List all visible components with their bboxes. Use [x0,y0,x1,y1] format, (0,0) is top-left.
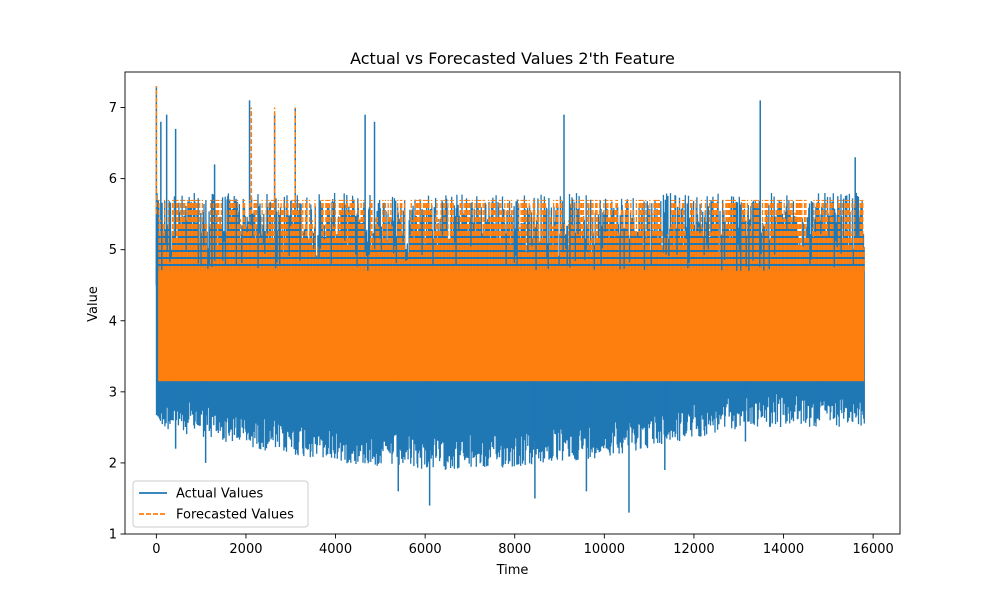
series-forecast-band [158,271,865,382]
x-tick-label-1: 2000 [229,542,262,557]
y-tick-label-2: 3 [109,385,117,400]
legend-box [132,480,309,528]
x-tick-label-5: 10000 [584,542,625,557]
x-tick-label-8: 16000 [852,542,893,557]
y-tick-label-4: 5 [109,243,117,258]
y-tick-label-5: 6 [109,172,117,187]
x-tick-label-0: 0 [152,542,160,557]
series-forecast-line [158,199,865,271]
x-axis-label: Time [496,563,529,578]
legend-label-0: Actual Values [176,487,264,502]
x-tick-label-6: 12000 [673,542,714,557]
plot-frame [124,71,901,535]
legend: Actual Values Forecasted Values [132,480,309,528]
plot-area [155,86,865,513]
x-tick-label-3: 6000 [409,542,442,557]
y-tick-label-3: 4 [109,314,117,329]
y-axis-label: Value [86,286,101,322]
x-tick-label-4: 8000 [498,542,531,557]
chart-title: Actual vs Forecasted Values 2'th Feature [350,49,675,68]
x-tick-label-2: 4000 [319,542,352,557]
y-tick-label-6: 7 [109,101,117,116]
legend-label-1: Forecasted Values [176,508,294,523]
y-tick-label-1: 2 [109,456,117,471]
y-tick-label-0: 1 [109,528,117,543]
x-tick-label-7: 14000 [763,542,804,557]
axes: 0 2000 4000 6000 8000 10000 12000 14000 16000 1 2 3… [109,71,901,557]
